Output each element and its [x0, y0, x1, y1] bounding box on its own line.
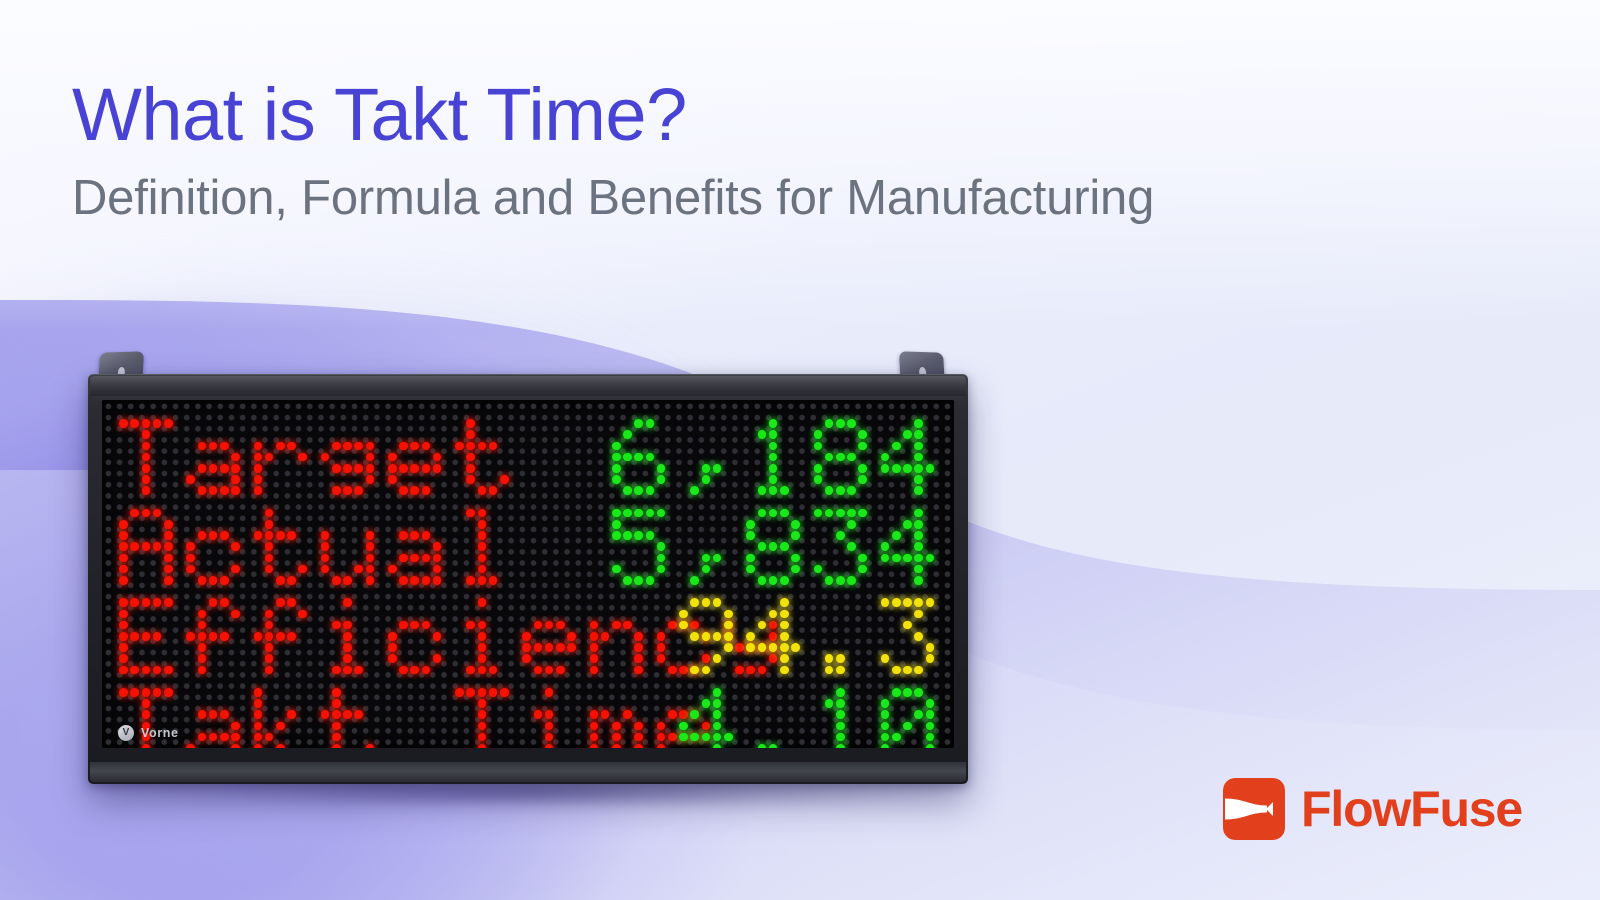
cabinet-top-rail: [90, 376, 966, 396]
flowfuse-logo: FlowFuse: [1223, 778, 1523, 840]
heading-block: What is Takt Time? Definition, Formula a…: [72, 78, 1532, 225]
background-top-fade: [0, 0, 1600, 330]
led-dot-layer: [102, 400, 954, 748]
display-cabinet: V Vorne: [88, 374, 968, 784]
page-title: What is Takt Time?: [72, 73, 687, 156]
cabinet-bottom-rail: [90, 762, 966, 782]
led-screen: V Vorne: [102, 400, 954, 748]
device-brand-label: Vorne: [141, 726, 179, 740]
page-subtitle: Definition, Formula and Benefits for Man…: [72, 171, 1155, 225]
flowfuse-wordmark: FlowFuse: [1301, 781, 1523, 837]
led-production-display: V Vorne: [88, 351, 968, 784]
device-brand: V Vorne: [118, 725, 179, 741]
vorne-logo-icon: V: [118, 725, 134, 741]
flowfuse-mark-icon: [1223, 778, 1286, 840]
